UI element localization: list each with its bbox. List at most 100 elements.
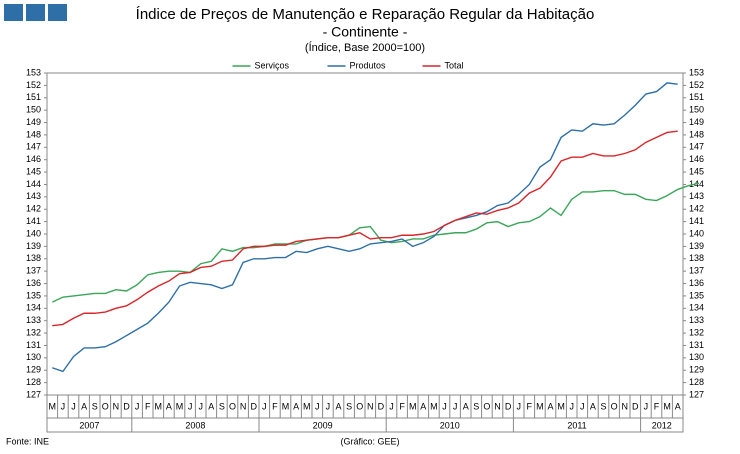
- y-tick-label: 151: [26, 92, 41, 102]
- x-tick-label: A: [420, 401, 426, 411]
- x-tick-label: O: [611, 401, 618, 411]
- y2-tick-label: 136: [689, 278, 704, 288]
- x-tick-label: A: [463, 401, 469, 411]
- source: Fonte: INE: [6, 436, 49, 446]
- x-tick-label: S: [219, 401, 225, 411]
- x-tick-label: A: [166, 401, 172, 411]
- year-label: 2007: [79, 420, 99, 430]
- y-tick-label: 150: [26, 105, 41, 115]
- x-tick-label: A: [590, 401, 596, 411]
- y-tick-label: 147: [26, 142, 41, 152]
- y2-tick-label: 139: [689, 241, 704, 251]
- x-tick-label: N: [621, 401, 628, 411]
- series-line: [52, 182, 700, 303]
- y-tick-label: 139: [26, 241, 41, 251]
- y2-tick-label: 132: [689, 327, 704, 337]
- x-tick-label: J: [516, 401, 521, 411]
- x-tick-label: O: [229, 401, 236, 411]
- x-tick-label: O: [102, 401, 109, 411]
- x-tick-label: S: [92, 401, 98, 411]
- x-tick-label: J: [453, 401, 458, 411]
- x-tick-label: S: [346, 401, 352, 411]
- chart-subtitle: - Continente -: [323, 24, 408, 40]
- year-label: 2008: [185, 420, 205, 430]
- year-label: 2012: [652, 420, 672, 430]
- year-label: 2010: [440, 420, 460, 430]
- y-tick-label: 132: [26, 327, 41, 337]
- y-tick-label: 143: [26, 191, 41, 201]
- y2-tick-label: 152: [689, 80, 704, 90]
- y-tick-label: 137: [26, 266, 41, 276]
- x-tick-label: D: [123, 401, 130, 411]
- x-tick-label: J: [569, 401, 574, 411]
- x-tick-label: J: [135, 401, 140, 411]
- chart-title: Índice de Preços de Manutenção e Reparaç…: [136, 6, 595, 23]
- y2-tick-label: 133: [689, 315, 704, 325]
- x-tick-label: F: [527, 401, 533, 411]
- x-tick-label: M: [155, 401, 163, 411]
- x-tick-label: N: [367, 401, 374, 411]
- y-tick-label: 129: [26, 365, 41, 375]
- x-tick-label: N: [240, 401, 247, 411]
- y-tick-label: 131: [26, 340, 41, 350]
- x-tick-label: S: [600, 401, 606, 411]
- x-tick-label: D: [632, 401, 639, 411]
- x-tick-label: O: [356, 401, 363, 411]
- x-tick-label: F: [399, 401, 405, 411]
- y2-tick-label: 130: [689, 352, 704, 362]
- x-tick-label: J: [580, 401, 585, 411]
- x-tick-label: M: [663, 401, 671, 411]
- x-tick-label: F: [272, 401, 278, 411]
- x-tick-label: D: [250, 401, 257, 411]
- y-tick-label: 130: [26, 352, 41, 362]
- logo-block: [4, 4, 23, 21]
- y2-tick-label: 143: [689, 191, 704, 201]
- x-tick-label: A: [547, 401, 553, 411]
- x-tick-label: A: [293, 401, 299, 411]
- x-tick-label: M: [282, 401, 290, 411]
- x-tick-label: D: [505, 401, 512, 411]
- y-tick-label: 153: [26, 67, 41, 77]
- unit-label: (Índice, Base 2000=100): [305, 41, 425, 54]
- x-tick-label: M: [557, 401, 565, 411]
- legend-label: Serviços: [255, 60, 290, 70]
- x-tick-label: J: [262, 401, 267, 411]
- x-tick-label: F: [145, 401, 151, 411]
- x-tick-label: J: [61, 401, 66, 411]
- y2-tick-label: 129: [689, 365, 704, 375]
- y-tick-label: 138: [26, 253, 41, 263]
- y-tick-label: 141: [26, 216, 41, 226]
- y-tick-label: 149: [26, 117, 41, 127]
- x-tick-label: M: [430, 401, 438, 411]
- x-tick-label: N: [113, 401, 120, 411]
- y2-tick-label: 147: [689, 142, 704, 152]
- series-line: [52, 130, 678, 327]
- y2-tick-label: 131: [689, 340, 704, 350]
- x-tick-label: J: [71, 401, 76, 411]
- x-tick-label: M: [536, 401, 544, 411]
- y2-tick-label: 151: [689, 92, 704, 102]
- y2-tick-label: 135: [689, 290, 704, 300]
- x-tick-label: M: [409, 401, 417, 411]
- x-tick-label: J: [326, 401, 331, 411]
- x-tick-label: M: [303, 401, 311, 411]
- y2-tick-label: 145: [689, 166, 704, 176]
- x-tick-label: J: [644, 401, 649, 411]
- x-tick-label: A: [208, 401, 214, 411]
- y-tick-label: 136: [26, 278, 41, 288]
- credit: (Gráfico: GEE): [340, 436, 399, 446]
- y2-tick-label: 146: [689, 154, 704, 164]
- year-label: 2009: [313, 420, 333, 430]
- series-line: [52, 82, 678, 373]
- logo-block: [48, 4, 67, 21]
- y-tick-label: 146: [26, 154, 41, 164]
- x-tick-label: J: [389, 401, 394, 411]
- x-tick-label: J: [315, 401, 320, 411]
- y-tick-label: 145: [26, 166, 41, 176]
- y2-tick-label: 153: [689, 67, 704, 77]
- y2-tick-label: 134: [689, 303, 704, 313]
- x-tick-label: N: [494, 401, 501, 411]
- y2-tick-label: 148: [689, 129, 704, 139]
